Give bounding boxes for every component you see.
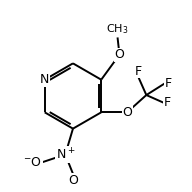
Text: CH$_3$: CH$_3$ — [106, 23, 129, 36]
Text: O: O — [68, 174, 78, 187]
Text: O: O — [122, 106, 132, 119]
Text: N: N — [40, 73, 49, 86]
Text: O: O — [115, 48, 124, 61]
Text: $^{-}$O: $^{-}$O — [23, 156, 42, 169]
Text: F: F — [135, 65, 142, 78]
Text: F: F — [165, 77, 172, 90]
Text: N$^+$: N$^+$ — [55, 147, 75, 162]
Text: F: F — [164, 96, 171, 109]
